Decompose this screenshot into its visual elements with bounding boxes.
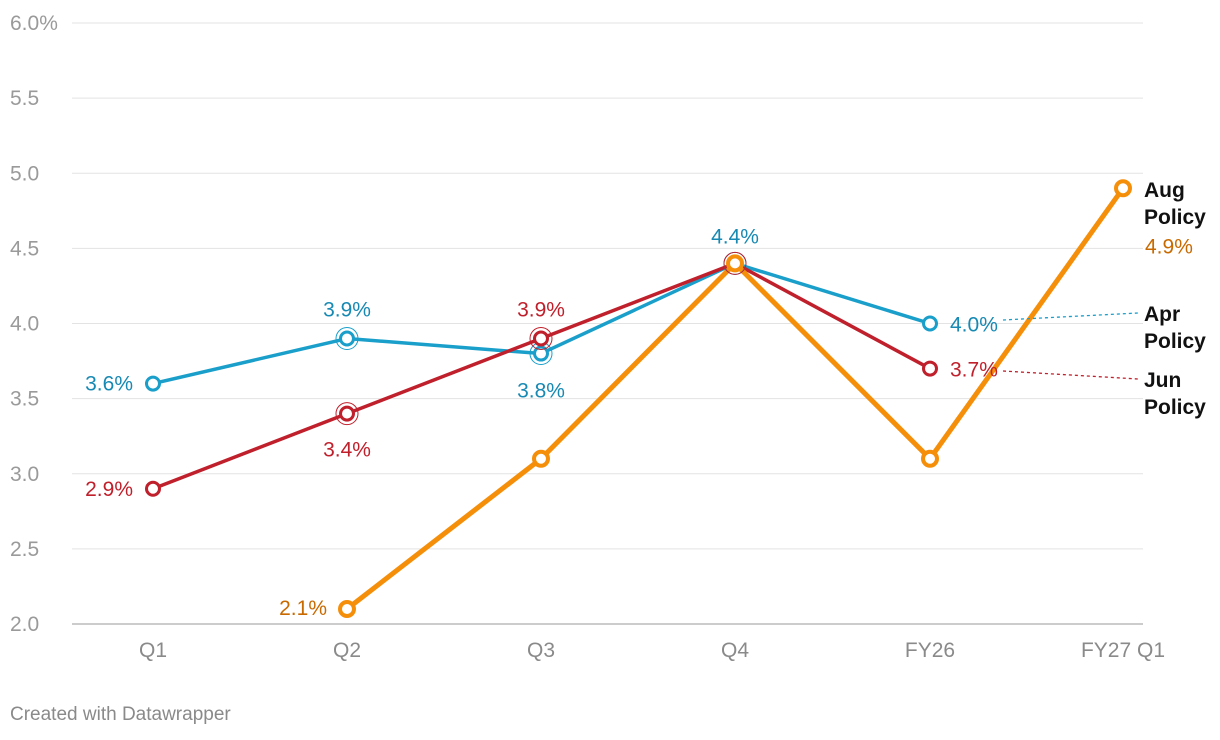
series-name-label: Policy (1144, 206, 1206, 229)
series-name-label: Policy (1144, 396, 1206, 419)
y-tick-label: 3.0 (10, 463, 39, 486)
data-label: 2.1% (279, 597, 327, 620)
series-name-label: Aug (1144, 179, 1185, 202)
series-points (145, 179, 1132, 618)
data-label: 3.8% (517, 380, 565, 403)
x-tick-label: Q3 (527, 639, 555, 662)
data-point (532, 449, 550, 468)
series-name-label: Policy (1144, 330, 1206, 353)
y-tick-label: 5.0 (10, 162, 39, 185)
line-chart: 2.0 2.5 3.0 3.5 4.0 4.5 5.0 5.5 6.0% Q1 Q2 Q3 Q4 FY2… (10, 12, 1206, 662)
x-tick-label: FY27 Q1 (1081, 639, 1165, 662)
credit-text: Created with Datawrapper (10, 704, 231, 725)
data-point (1114, 179, 1132, 198)
data-label: 3.9% (323, 299, 371, 322)
label-connector (1002, 370, 1139, 380)
data-point (726, 254, 744, 273)
data-label: 4.0% (950, 314, 998, 337)
series-name-labels: Apr Policy Jun Policy Aug Policy (1002, 179, 1206, 419)
data-point-halo (723, 251, 747, 275)
data-point (922, 360, 938, 377)
y-tick-label: 5.5 (10, 87, 39, 110)
data-label: 4.4% (711, 225, 759, 248)
x-tick-label: Q4 (721, 639, 749, 662)
data-point (533, 345, 549, 362)
y-tick-label: 4.0 (10, 313, 39, 336)
data-label: 3.9% (517, 299, 565, 322)
data-point (339, 405, 355, 422)
data-label: 2.9% (85, 478, 133, 501)
data-point (339, 330, 355, 347)
x-tick-label: Q1 (139, 639, 167, 662)
data-point (145, 375, 161, 392)
data-point (921, 449, 939, 468)
data-point (338, 599, 356, 618)
data-point (533, 330, 549, 347)
series-name-label: Apr (1144, 303, 1180, 326)
data-label: 3.7% (950, 359, 998, 382)
data-point (922, 315, 938, 332)
y-axis: 2.0 2.5 3.0 3.5 4.0 4.5 5.0 5.5 6.0% (10, 12, 58, 636)
label-connector (1002, 312, 1139, 321)
x-tick-label: Q2 (333, 639, 361, 662)
data-point-halo (335, 402, 359, 426)
y-tick-label: 2.5 (10, 538, 39, 561)
y-tick-label: 4.5 (10, 237, 39, 260)
data-label: 3.4% (323, 439, 371, 462)
y-tick-label: 6.0% (10, 12, 58, 35)
data-point-halo (529, 327, 553, 351)
data-point (145, 480, 161, 497)
x-axis: Q1 Q2 Q3 Q4 FY26 FY27 Q1 (139, 639, 1165, 662)
y-tick-label: 3.5 (10, 388, 39, 411)
x-tick-label: FY26 (905, 639, 955, 662)
series-name-label: Jun (1144, 369, 1181, 392)
data-label: 4.9% (1145, 235, 1193, 258)
y-tick-label: 2.0 (10, 613, 39, 636)
data-point-halo (335, 327, 359, 351)
data-label: 3.6% (85, 373, 133, 396)
data-labels: 3.6% 3.9% 3.8% 4.4% 4.0% 2.9% 3.4% 3.9% 3.7% 2.1%… (85, 225, 1193, 620)
